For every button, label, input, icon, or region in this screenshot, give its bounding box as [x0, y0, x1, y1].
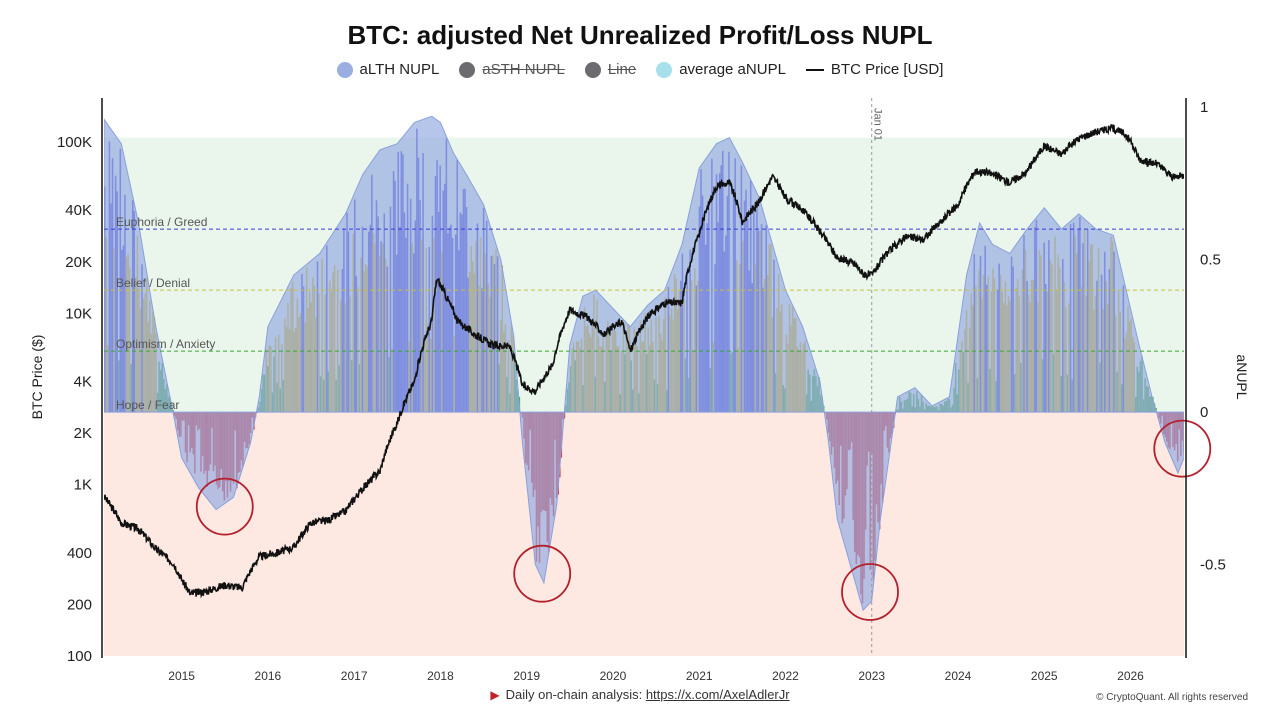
x-tick-label: 2022	[772, 669, 799, 683]
legend-label: Line	[607, 61, 637, 78]
x-tick-label: 2016	[255, 669, 282, 683]
jan01-marker-label: Jan 01	[872, 108, 884, 141]
left-tick-label: 20K	[65, 254, 92, 271]
zone-label: Hope / Fear	[116, 398, 179, 412]
btc-price-line	[104, 123, 1184, 599]
legend-item[interactable]: Line	[584, 61, 637, 78]
legend-label: aSTH NUPL	[482, 61, 565, 78]
highlight-circle	[841, 563, 899, 621]
x-tick-label: 2018	[427, 669, 454, 683]
chart-title: BTC: adjusted Net Unrealized Profit/Loss…	[347, 20, 933, 50]
y-right-axis-label: aNUPL	[1234, 354, 1250, 399]
x-tick-label: 2023	[858, 669, 885, 683]
right-tick-label: -0.5	[1200, 557, 1226, 574]
footer: ▶ Daily on-chain analysis: https://x.com/…	[0, 687, 1280, 702]
red-flag-icon: ▶	[490, 688, 500, 702]
x-tick-label: 2021	[686, 669, 713, 683]
legend-label: BTC Price [USD]	[830, 61, 944, 78]
footer-link[interactable]: https://x.com/AxelAdlerJr	[645, 687, 790, 702]
zone-label: Optimism / Anxiety	[116, 337, 215, 351]
highlight-circle	[1153, 419, 1212, 478]
left-tick-label: 40K	[65, 202, 92, 219]
legend-item[interactable]: aLTH NUPL	[336, 61, 440, 78]
x-tick-label: 2017	[341, 669, 368, 683]
loss-zone-background	[104, 412, 1184, 656]
alth-nupl-area	[104, 115, 1184, 612]
footer-prefix: Daily on-chain analysis:	[505, 687, 646, 702]
left-tick-label: 1K	[74, 477, 92, 494]
y-left-axis-label: BTC Price ($)	[29, 335, 45, 420]
legend: aLTH NUPL aSTH NUPL Line average aNUPL BTC P…	[0, 61, 1280, 78]
legend-item[interactable]: BTC Price [USD]	[805, 61, 944, 78]
highlight-circle	[513, 544, 572, 603]
line-swatch-icon	[805, 68, 824, 71]
copyright: © CryptoQuant. All rights reserved	[1096, 692, 1248, 703]
dot-swatch-icon	[336, 61, 353, 78]
left-tick-label: 100K	[57, 134, 92, 151]
dot-swatch-icon	[584, 61, 601, 78]
right-tick-label: 1	[1200, 99, 1208, 116]
x-tick-label: 2026	[1117, 669, 1144, 683]
zone-label: Euphoria / Greed	[116, 215, 207, 229]
legend-item[interactable]: average aNUPL	[656, 61, 786, 78]
legend-label: aLTH NUPL	[359, 61, 440, 78]
left-tick-label: 4K	[74, 374, 92, 391]
zone-label: Belief / Denial	[116, 276, 190, 290]
legend-label: average aNUPL	[679, 61, 786, 78]
x-tick-label: 2024	[945, 669, 972, 683]
highlight-circle	[195, 477, 254, 536]
right-tick-label: 0.5	[1200, 252, 1221, 269]
x-tick-label: 2015	[168, 669, 195, 683]
left-tick-label: 400	[67, 545, 92, 562]
x-tick-label: 2025	[1031, 669, 1058, 683]
left-tick-label: 10K	[65, 305, 92, 322]
left-tick-label: 100	[67, 648, 92, 665]
legend-item[interactable]: aSTH NUPL	[459, 61, 565, 78]
dot-swatch-icon	[656, 61, 673, 78]
x-tick-label: 2019	[513, 669, 540, 683]
dot-swatch-icon	[459, 61, 476, 78]
right-tick-label: 0	[1200, 404, 1208, 421]
x-tick-label: 2020	[600, 669, 627, 683]
left-tick-label: 2K	[74, 425, 92, 442]
left-tick-label: 200	[67, 596, 92, 613]
